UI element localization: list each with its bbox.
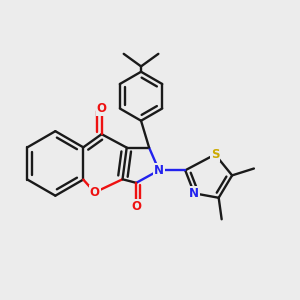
Text: O: O bbox=[90, 186, 100, 199]
Text: O: O bbox=[97, 102, 106, 115]
Text: O: O bbox=[131, 200, 141, 213]
Text: N: N bbox=[154, 164, 164, 177]
Text: S: S bbox=[211, 148, 219, 161]
Text: N: N bbox=[189, 187, 199, 200]
